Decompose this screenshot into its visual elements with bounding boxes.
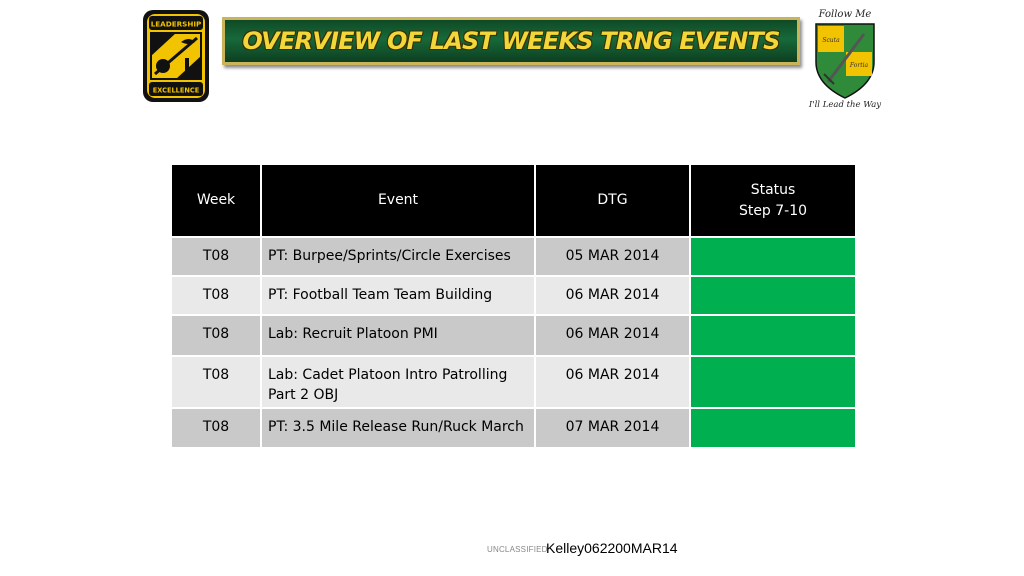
title-banner: OVERVIEW OF LAST WEEKS TRNG EVENTS [222,17,800,65]
logo-top-text: LEADERSHIP [151,20,202,29]
table-row: T08 Lab: Recruit Platoon PMI 06 MAR 2014 [172,314,855,356]
header-status-line1: Status [750,181,796,198]
table-header-row: Week Event DTG Status Step 7-10 [172,165,855,237]
logo-left-word: Scuta [822,37,840,44]
cell-event: Lab: Cadet Platoon Intro Patrolling Part… [260,355,535,408]
cell-dtg: 06 MAR 2014 [534,275,690,315]
cell-week: T08 [172,314,261,356]
cell-event: PT: Burpee/Sprints/Circle Exercises [260,236,535,276]
classification-marking: UNCLASSIFIED [487,545,548,554]
training-events-table: Week Event DTG Status Step 7-10 T08 PT: … [172,165,855,447]
logo-bottom-text: EXCELLENCE [153,87,200,95]
cell-dtg: 05 MAR 2014 [534,236,690,276]
cell-dtg: 06 MAR 2014 [534,314,690,356]
table-row: T08 Lab: Cadet Platoon Intro Patrolling … [172,355,855,408]
status-indicator-green [689,275,855,315]
leadership-excellence-logo: LEADERSHIP EXCELLENCE [143,10,209,102]
page-title: OVERVIEW OF LAST WEEKS TRNG EVENTS [242,27,780,55]
status-indicator-green [689,236,855,276]
header-status: Status Step 7-10 [689,165,855,237]
cell-dtg: 06 MAR 2014 [534,355,690,408]
header-event: Event [260,165,535,237]
table-row: T08 PT: 3.5 Mile Release Run/Ruck March … [172,407,855,447]
header-week: Week [172,165,261,237]
header-status-line2: Step 7-10 [738,202,808,219]
cell-event: Lab: Recruit Platoon PMI [260,314,535,356]
cell-dtg: 07 MAR 2014 [534,407,690,447]
logo-motto-top: Follow Me [818,9,872,20]
logo-motto-bottom: I'll Lead the Way [808,100,881,110]
cell-week: T08 [172,236,261,276]
status-indicator-green [689,314,855,356]
cell-week: T08 [172,407,261,447]
status-indicator-green [689,355,855,408]
cell-week: T08 [172,355,261,408]
header-dtg: DTG [534,165,690,237]
table-row: T08 PT: Football Team Team Building 06 M… [172,275,855,315]
status-indicator-green [689,407,855,447]
document-id: Kelley062200MAR14 [546,540,678,556]
logo-right-word: Fortia [849,62,869,69]
follow-me-shield-logo: Follow Me Scuta Fortia I'll Lead the Way [808,9,881,110]
cell-event: PT: Football Team Team Building [260,275,535,315]
table-row: T08 PT: Burpee/Sprints/Circle Exercises … [172,236,855,276]
cell-event: PT: 3.5 Mile Release Run/Ruck March [260,407,535,447]
cell-week: T08 [172,275,261,315]
